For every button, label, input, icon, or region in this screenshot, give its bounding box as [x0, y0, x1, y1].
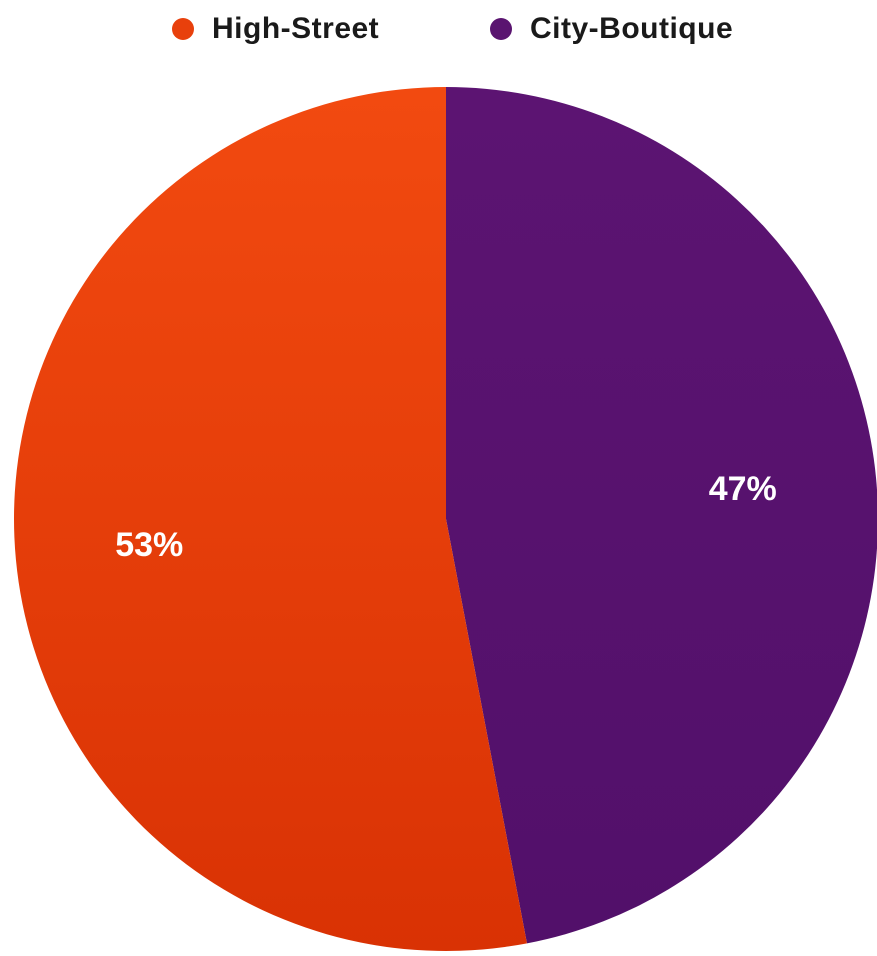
legend-item-high-street: High-Street [172, 8, 379, 50]
chart-legend: High-Street City-Boutique [0, 8, 877, 50]
legend-item-city-boutique: City-Boutique [490, 8, 733, 50]
slice-label-high-street: 53% [115, 526, 183, 564]
legend-swatch-high-street [172, 18, 194, 40]
pie-slice-city-boutique [446, 87, 877, 944]
slice-label-city-boutique: 47% [709, 470, 777, 508]
legend-label-high-street: High-Street [212, 12, 380, 45]
pie-slice-high-street [14, 87, 527, 951]
legend-swatch-city-boutique [490, 18, 512, 40]
legend-label-city-boutique: City-Boutique [530, 12, 734, 45]
